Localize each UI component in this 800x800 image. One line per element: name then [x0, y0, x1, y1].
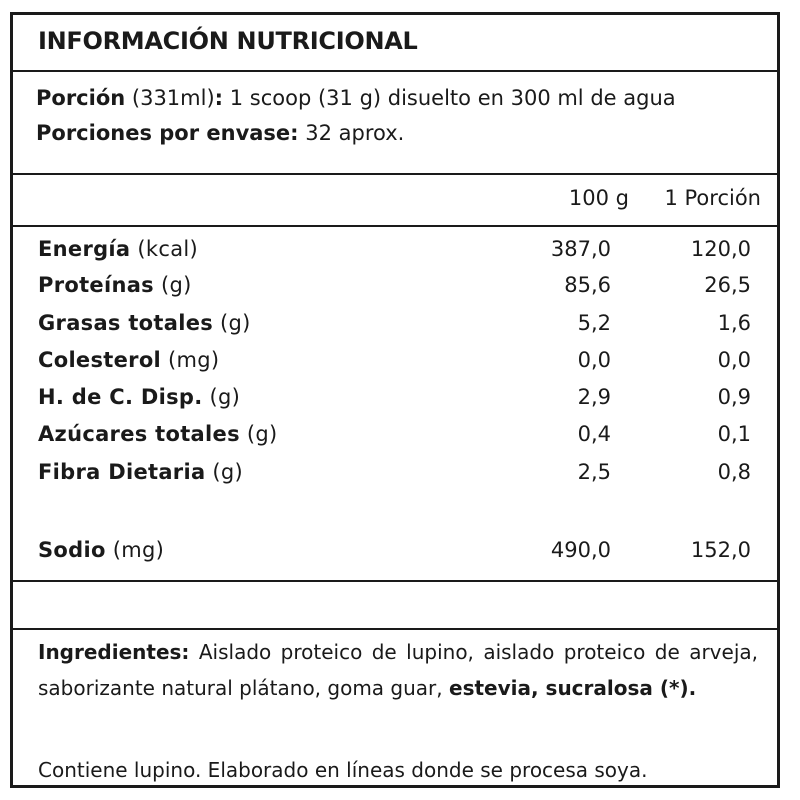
- nutrient-name: Fibra Dietaria: [38, 460, 206, 484]
- nutrient-unit: (g): [220, 311, 251, 335]
- nutrient-per-portion: 0,9: [717, 385, 751, 409]
- nutrient-per-portion: 120,0: [690, 237, 751, 261]
- nutrient-row: Proteínas (g) 85,6 26,5: [13, 273, 777, 305]
- nutrient-unit: (g): [246, 422, 278, 446]
- nutrient-per-portion: 0,1: [717, 422, 751, 446]
- per-container-label: Porciones por envase:: [36, 121, 299, 145]
- nutrient-name: Azúcares totales: [38, 422, 240, 446]
- nutrient-row: Fibra Dietaria (g) 2,5 0,8: [13, 460, 777, 492]
- nutrient-name: Proteínas: [38, 273, 154, 297]
- nutrient-name-cell: Grasas totales (g): [38, 311, 251, 335]
- nutrient-unit: (mg): [112, 538, 165, 562]
- column-header-100g: 100 g: [568, 186, 629, 210]
- portion-description: 1 scoop (31 g) disuelto en 300 ml de agu…: [229, 86, 676, 110]
- nutrient-name-cell: Colesterol (mg): [38, 348, 219, 372]
- ingredients-section: Ingredientes: Aislado proteico de lupino…: [13, 630, 777, 788]
- ingredients-sweeteners: estevia, sucralosa (*).: [449, 676, 697, 700]
- nutrient-name: Colesterol: [38, 348, 162, 372]
- column-header-portion: 1 Porción: [664, 186, 761, 210]
- nutrient-per100: 2,5: [577, 460, 611, 484]
- portion-section: Porción (331ml): 1 scoop (31 g) disuelto…: [13, 72, 777, 175]
- nutrient-per100: 0,4: [577, 422, 611, 446]
- per-container-value: 32 aprox.: [305, 121, 405, 145]
- nutrient-unit: (g): [212, 460, 244, 484]
- nutrient-unit: (mg): [168, 348, 220, 372]
- ingredients-text: Ingredientes: Aislado proteico de lupino…: [38, 634, 758, 706]
- nutrient-per-portion: 152,0: [690, 538, 751, 562]
- nutrient-per100: 387,0: [550, 237, 611, 261]
- portion-label: Porción: [36, 86, 126, 110]
- nutrient-name: Sodio: [38, 538, 106, 562]
- ingredients-list: Aislado proteico de lupino, aislado prot…: [38, 640, 758, 700]
- nutrient-unit: (g): [209, 385, 241, 409]
- nutrient-name-cell: Fibra Dietaria (g): [38, 460, 243, 484]
- nutrient-name-cell: Proteínas (g): [38, 273, 192, 297]
- nutrient-row: H. de C. Disp. (g) 2,9 0,9: [13, 385, 777, 417]
- nutrient-name: H. de C. Disp.: [38, 385, 203, 409]
- column-header-row: 100 g 1 Porción: [13, 175, 777, 227]
- spacer-row: [13, 582, 777, 630]
- ingredients-label: Ingredientes:: [38, 640, 190, 664]
- nutrient-name-cell: Sodio (mg): [38, 538, 164, 562]
- nutrient-per100: 2,9: [577, 385, 611, 409]
- per-container-line: Porciones por envase: 32 aprox.: [36, 121, 404, 145]
- nutrient-per100: 5,2: [577, 311, 611, 335]
- title-row: INFORMACIÓN NUTRICIONAL: [13, 15, 777, 72]
- nutrient-row: Azúcares totales (g) 0,4 0,1: [13, 422, 777, 454]
- nutrient-per100: 0,0: [577, 348, 611, 372]
- portion-colon: :: [214, 86, 224, 110]
- nutrient-unit: (kcal): [137, 237, 198, 261]
- portion-volume: (331ml): [131, 86, 215, 110]
- nutrient-row: Colesterol (mg) 0,0 0,0: [13, 348, 777, 380]
- label-title: INFORMACIÓN NUTRICIONAL: [38, 27, 418, 55]
- nutrient-name-cell: Azúcares totales (g): [38, 422, 277, 446]
- nutrition-label: INFORMACIÓN NUTRICIONAL Porción (331ml):…: [10, 12, 780, 788]
- nutrient-unit: (g): [160, 273, 192, 297]
- nutrient-per-portion: 26,5: [704, 273, 751, 297]
- nutrient-per-portion: 1,6: [717, 311, 751, 335]
- nutrient-per100: 490,0: [550, 538, 611, 562]
- nutrient-name-cell: H. de C. Disp. (g): [38, 385, 240, 409]
- nutrient-row: Energía (kcal) 387,0 120,0: [13, 237, 777, 269]
- nutrient-name: Energía: [38, 237, 131, 261]
- nutrients-table: Energía (kcal) 387,0 120,0 Proteínas (g)…: [13, 227, 777, 582]
- nutrient-name: Grasas totales: [38, 311, 214, 335]
- allergen-statement: Contiene lupino. Elaborado en líneas don…: [38, 758, 648, 782]
- nutrient-per-portion: 0,0: [717, 348, 751, 372]
- nutrient-per100: 85,6: [564, 273, 611, 297]
- nutrient-row: Sodio (mg) 490,0 152,0: [13, 538, 777, 570]
- nutrient-row: Grasas totales (g) 5,2 1,6: [13, 311, 777, 343]
- portion-line: Porción (331ml): 1 scoop (31 g) disuelto…: [36, 86, 676, 110]
- nutrient-name-cell: Energía (kcal): [38, 237, 198, 261]
- nutrient-per-portion: 0,8: [717, 460, 751, 484]
